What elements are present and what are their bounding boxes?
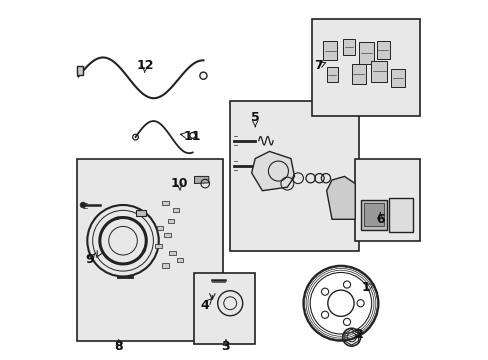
Text: 9: 9 [86, 253, 94, 266]
Bar [342, 39, 354, 55]
Bar [162, 201, 168, 205]
Text: 8: 8 [114, 340, 123, 353]
Bar [360, 200, 386, 230]
Bar [77, 66, 83, 75]
Polygon shape [251, 152, 294, 191]
Bar [358, 42, 373, 64]
Text: 5: 5 [250, 111, 259, 124]
Text: 3: 3 [221, 340, 230, 353]
Text: 11: 11 [183, 130, 201, 143]
Text: 2: 2 [354, 328, 363, 341]
Bar [167, 219, 174, 223]
Bar [326, 67, 337, 82]
Bar [162, 263, 168, 267]
Bar [351, 64, 365, 84]
Bar [388, 198, 413, 232]
Bar [390, 69, 405, 87]
Bar [155, 244, 162, 248]
Bar [135, 210, 146, 216]
Bar [157, 226, 163, 230]
Text: 12: 12 [136, 59, 154, 72]
Bar [312, 19, 419, 116]
Bar [323, 41, 337, 60]
Text: 10: 10 [170, 177, 188, 190]
Bar [77, 158, 223, 342]
Bar [169, 251, 176, 255]
Bar [364, 203, 383, 226]
Bar [173, 208, 179, 212]
Bar [354, 158, 419, 241]
Polygon shape [194, 176, 208, 184]
Text: 4: 4 [201, 299, 209, 312]
Bar [376, 41, 389, 59]
Bar [370, 61, 386, 82]
Text: 1: 1 [361, 282, 369, 294]
Bar [176, 258, 183, 262]
Text: 7: 7 [313, 59, 322, 72]
Circle shape [80, 202, 86, 208]
Text: 6: 6 [375, 213, 384, 226]
Bar [164, 233, 170, 237]
Bar [230, 102, 358, 251]
Polygon shape [326, 176, 354, 219]
Bar [194, 273, 255, 344]
